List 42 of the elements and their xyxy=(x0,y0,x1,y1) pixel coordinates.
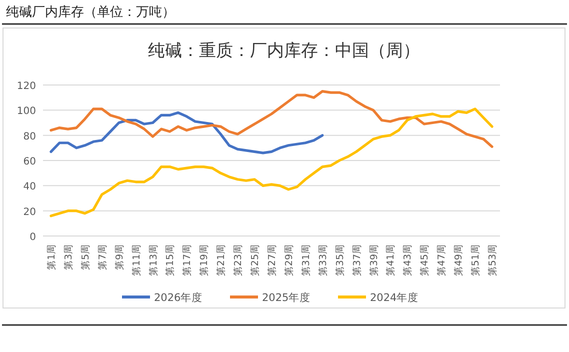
x-tick-label: 第9周 xyxy=(113,244,126,270)
legend-label: 2024年度 xyxy=(370,291,419,304)
x-tick-label: 第23周 xyxy=(232,244,244,276)
y-tick-label: 60 xyxy=(23,156,36,168)
x-tick-label: 第7周 xyxy=(96,244,108,270)
x-tick-label: 第25周 xyxy=(249,244,262,276)
y-tick-label: 20 xyxy=(23,206,36,218)
x-tick-label: 第19周 xyxy=(198,244,210,276)
x-tick-label: 第13周 xyxy=(147,244,160,276)
x-tick-label: 第37周 xyxy=(350,244,363,276)
x-tick-label: 第15周 xyxy=(164,244,176,276)
y-tick-label: 40 xyxy=(23,182,36,193)
x-tick-label: 第51周 xyxy=(470,244,482,276)
y-tick-label: 80 xyxy=(23,131,36,142)
y-tick-label: 100 xyxy=(16,106,36,118)
x-tick-label: 第47周 xyxy=(436,244,448,276)
x-tick-label: 第41周 xyxy=(384,244,397,276)
line-series xyxy=(50,108,494,218)
x-tick-label: 第21周 xyxy=(215,244,228,276)
legend-label: 2026年度 xyxy=(154,291,203,304)
y-tick-label: 120 xyxy=(16,81,36,92)
x-tick-label: 第35周 xyxy=(334,244,346,276)
x-tick-label: 第39周 xyxy=(368,244,380,276)
x-tick-label: 第49周 xyxy=(452,244,465,276)
legend-label: 2025年度 xyxy=(262,291,311,304)
x-tick-label: 第5周 xyxy=(79,244,92,270)
x-tick-label: 第3周 xyxy=(62,244,74,270)
x-tick-label: 第53周 xyxy=(486,244,498,276)
y-tick-label: 0 xyxy=(30,232,36,243)
x-tick-label: 第11周 xyxy=(130,244,142,276)
chart-title: 纯碱厂内库存（单位：万吨） xyxy=(6,5,175,20)
x-tick-label: 第27周 xyxy=(266,244,278,276)
x-tick-label: 第29周 xyxy=(282,244,295,276)
chart-subtitle: 纯碱：重质：厂内库存：中国（周） xyxy=(148,41,420,61)
x-tick-label: 第43周 xyxy=(402,244,414,276)
x-tick-label: 第17周 xyxy=(181,244,194,276)
x-tick-label: 第1周 xyxy=(46,244,58,270)
x-tick-label: 第33周 xyxy=(316,244,329,276)
line-series xyxy=(50,111,324,154)
x-tick-label: 第45周 xyxy=(418,244,431,276)
x-tick-label: 第31周 xyxy=(300,244,312,276)
line-series xyxy=(50,90,494,148)
